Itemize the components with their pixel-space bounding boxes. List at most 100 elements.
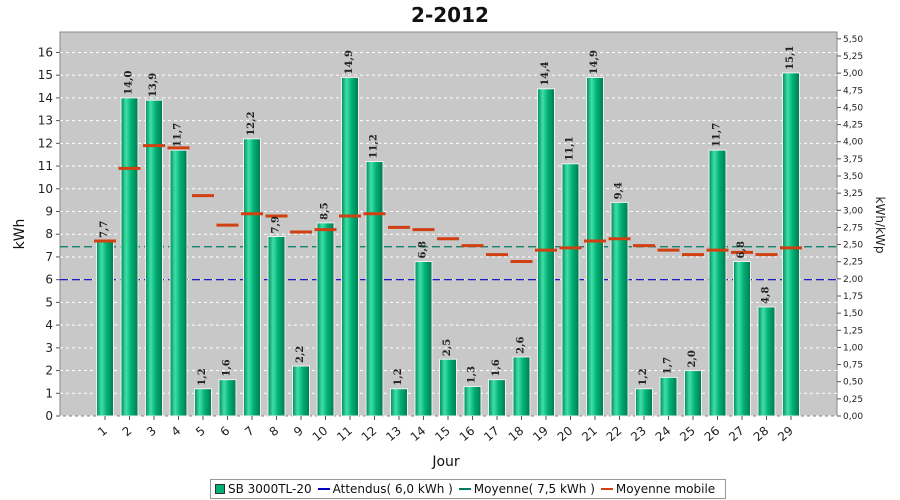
y2-tick-label: 2,00 (843, 275, 863, 285)
legend-item: Moyenne( 7,5 kWh ) (458, 482, 595, 496)
bar (463, 385, 482, 417)
legend-swatch (215, 484, 225, 494)
y2-tick-label: 3,25 (843, 189, 863, 199)
chart-title: 2-2012 (411, 3, 489, 27)
x-tick-label: 19 (530, 424, 551, 445)
bar (316, 222, 335, 417)
data-label: 1,2 (393, 368, 404, 385)
bar (292, 365, 310, 417)
x-tick-label: 18 (506, 424, 527, 445)
y2-tick-label: 0,50 (843, 378, 863, 388)
y-tick-label: 15 (38, 68, 53, 82)
legend-swatch (458, 488, 471, 490)
bar (96, 240, 114, 417)
y-tick-label: 5 (45, 295, 53, 309)
bar (512, 356, 531, 417)
bar (218, 379, 237, 417)
x-tick-label: 2 (120, 424, 135, 440)
data-label: 7,7 (99, 221, 110, 238)
bar (169, 149, 188, 417)
x-tick-label: 1 (95, 424, 110, 440)
x-tick-label: 26 (702, 424, 723, 445)
y2-tick-label: 1,25 (843, 326, 863, 336)
data-label: 7,9 (271, 216, 282, 233)
y2-tick-label: 0,00 (843, 412, 863, 422)
bar (341, 76, 359, 417)
x-tick-label: 17 (481, 424, 502, 445)
legend-item: SB 3000TL-20 (215, 482, 312, 496)
y2-axis: 0,00 0,25 0,50 0,75 1,00 1,25 1,50 1,75 2,00 2,25… (837, 35, 863, 422)
y-tick-label: 4 (45, 318, 53, 332)
x-tick-label: 8 (267, 424, 282, 440)
legend-label: Moyenne( 7,5 kWh ) (473, 482, 595, 496)
data-label: 13,9 (148, 73, 159, 97)
bar (194, 388, 212, 417)
x-tick-label: 29 (775, 424, 796, 445)
reference-lines (60, 246, 837, 281)
y2-tick-label: 1,50 (843, 309, 863, 319)
bar (561, 163, 580, 417)
x-tick-label: 7 (242, 424, 257, 440)
bar (537, 88, 555, 417)
bar (243, 138, 261, 417)
data-label: 11,2 (369, 134, 380, 158)
data-label: 2,6 (516, 336, 527, 353)
legend-swatch (317, 488, 330, 490)
y-tick-label: 16 (38, 45, 53, 59)
x-tick-label: 4 (169, 424, 184, 440)
data-label: 15,1 (785, 46, 796, 70)
legend-label: Attendus( 6,0 kWh ) (332, 482, 453, 496)
y-tick-label: 1 (45, 386, 53, 400)
y2-axis-title: kWh/kWp (873, 197, 887, 254)
legend-label: Moyenne mobile (615, 482, 716, 496)
y2-tick-label: 2,25 (843, 258, 863, 268)
x-tick-label: 24 (653, 424, 674, 445)
bar (659, 376, 678, 417)
x-tick-label: 13 (383, 424, 404, 445)
data-label: 6,8 (418, 241, 429, 258)
data-label: 9,4 (614, 182, 625, 199)
bar (488, 379, 506, 417)
data-label: 4,8 (761, 286, 772, 303)
data-label: 2,0 (687, 350, 698, 367)
y2-tick-label: 4,00 (843, 138, 863, 148)
legend-label: SB 3000TL-20 (228, 482, 312, 496)
x-axis: 1 2 3 4 5 6 7 8 9 10 11 12 13 14 15 16 17 18 19 20 21 22 23 24 2… (95, 416, 796, 444)
bar (733, 260, 751, 417)
moving-average (94, 144, 802, 263)
data-label: 14,9 (589, 50, 600, 74)
y2-tick-label: 4,75 (843, 86, 863, 96)
y2-tick-label: 1,00 (843, 343, 863, 353)
bar (610, 201, 629, 417)
bar-labels: 7,7 14,0 13,9 11,7 1,2 1,6 12,2 7,9 2,2 8,5 14,9 11… (99, 46, 796, 386)
x-tick-label: 21 (579, 424, 600, 445)
x-tick-label: 9 (291, 424, 306, 440)
bar (414, 260, 433, 417)
y-tick-label: 0 (45, 409, 53, 423)
y-tick-label: 13 (38, 114, 53, 128)
bar (586, 76, 604, 417)
y-tick-label: 2 (45, 364, 53, 378)
x-tick-label: 5 (193, 424, 208, 440)
bar (782, 72, 800, 417)
bar (145, 99, 163, 417)
data-label: 11,1 (565, 136, 576, 160)
data-label: 1,3 (467, 366, 478, 383)
legend-item: Attendus( 6,0 kWh ) (317, 482, 453, 496)
data-label: 2,2 (295, 346, 306, 363)
y2-tick-label: 5,25 (843, 52, 863, 62)
y2-tick-label: 0,25 (843, 395, 863, 405)
y2-tick-label: 3,75 (843, 155, 863, 165)
y-tick-label: 10 (38, 182, 53, 196)
data-label: 11,7 (173, 123, 184, 147)
x-tick-label: 12 (359, 424, 380, 445)
legend-swatch (600, 488, 613, 490)
y-tick-label: 9 (45, 205, 53, 219)
y2-tick-label: 2,75 (843, 223, 863, 233)
y-tick-label: 7 (45, 250, 53, 264)
x-tick-label: 16 (457, 424, 478, 445)
x-tick-label: 10 (310, 424, 331, 445)
y2-tick-label: 2,50 (843, 241, 863, 251)
data-label: 2,5 (442, 339, 453, 356)
